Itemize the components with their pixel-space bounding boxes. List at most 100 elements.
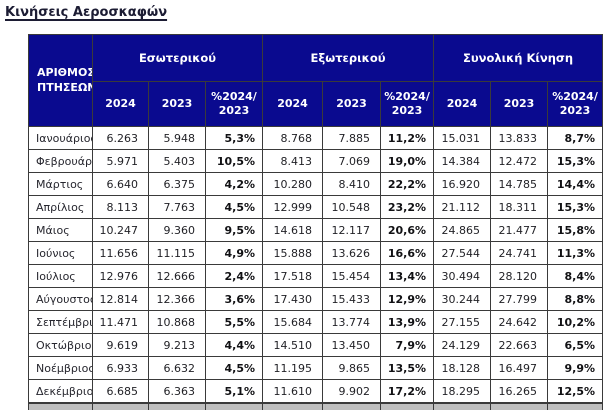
value-cell: 16.920 (433, 172, 492, 196)
value-cell: 7.069 (322, 149, 381, 173)
percent-cell: 15,8% (547, 218, 604, 242)
month-cell: Μάρτιος (28, 172, 93, 196)
percent-cell: 14,4% (547, 172, 604, 196)
value-cell: 30.244 (433, 287, 492, 311)
percent-cell: 10,5% (205, 149, 263, 173)
table-row: Μάρτιος 6.640 6.375 4,2% 10.280 8.410 22,2% 16.… (28, 172, 604, 196)
table-row: Ιούλιος 12.976 12.666 2,4% 17.518 15.454 13,4%… (28, 264, 604, 288)
value-cell: 10.247 (92, 218, 149, 242)
value-cell: 9.213 (148, 333, 206, 357)
value-cell: 27.155 (433, 310, 492, 334)
month-cell: Δεκέμβριος (28, 379, 93, 404)
value-cell: 5.948 (148, 126, 206, 150)
value-cell: 21.112 (433, 195, 492, 219)
value-cell: 5.403 (148, 149, 206, 173)
percent-cell: 5,1% (205, 379, 263, 404)
table-row: Φεβρουάριος5.9715.40310,5%8.4137.06919,0… (28, 149, 604, 173)
percent-cell: 10,2% (547, 310, 604, 334)
value-cell: 12.999 (262, 195, 323, 219)
value-cell: 6.933 (92, 356, 149, 380)
month-cell: Νοέμβριος (28, 356, 93, 380)
percent-cell: 6,5% (547, 333, 604, 357)
table-row: Απρίλιος 8.113 7.763 4,5% 12.999 10.548 23,2% 2… (28, 195, 604, 219)
percent-cell: 7,9% (379, 333, 435, 357)
table-row: Δεκέμβριος6.6856.3635,1%11.6109.90217,2%… (28, 379, 604, 404)
value-cell: 104.072 (148, 402, 206, 410)
month-cell: Απρίλιος (28, 195, 93, 219)
percent-cell: 5,5% (205, 310, 263, 334)
month-cell: Σεπτέμβριος (28, 310, 93, 334)
value-cell: 6.263 (92, 126, 149, 150)
value-cell: 24.642 (490, 310, 549, 334)
sub-header: 2024 (92, 81, 149, 127)
table-row: Μάιος 10.247 9.360 9,5% 14.618 12.117 20,6% 24.… (28, 218, 604, 242)
sub-header: 2024 (433, 81, 492, 127)
month-cell: Ιανουάριος (28, 126, 93, 150)
value-cell: 12.666 (148, 264, 206, 288)
value-cell: 10.868 (148, 310, 206, 334)
sub-header: 2024 (262, 81, 323, 127)
value-cell: 28.120 (490, 264, 549, 288)
percent-cell: 9,5% (205, 218, 263, 242)
value-cell: 9.865 (322, 356, 381, 380)
corner-header: ΑΡΙΘΜΟΣ ΠΤΗΣΕΩΝ (28, 34, 93, 127)
percent-cell: 11,0% (547, 402, 604, 410)
value-cell: 18.128 (433, 356, 492, 380)
value-cell: 13.833 (490, 126, 549, 150)
month-cell: Φεβρουάριος (28, 149, 93, 173)
value-cell: 14.618 (262, 218, 323, 242)
value-cell: 14.785 (490, 172, 549, 196)
percent-cell: 17,2% (379, 379, 435, 404)
percent-cell: 12,9% (379, 287, 435, 311)
value-cell: 6.375 (148, 172, 206, 196)
value-cell: 6.640 (92, 172, 149, 196)
percent-cell: 4,4% (205, 333, 263, 357)
value-cell: 17.430 (262, 287, 323, 311)
value-cell: 11.656 (92, 241, 149, 265)
value-cell: 12.814 (92, 287, 149, 311)
value-cell: 137.533 (322, 402, 381, 410)
percent-cell: 11,2% (379, 126, 435, 150)
percent-cell: 4,5% (205, 356, 263, 380)
percent-cell: 9,9% (547, 356, 604, 380)
sub-header: 2023 (490, 81, 549, 127)
percent-cell: 19,0% (379, 149, 435, 173)
total-label-cell: Σύνολο (28, 402, 93, 410)
value-cell: 9.902 (322, 379, 381, 404)
table-row: Νοέμβριος 6.933 6.632 4,5% 11.195 9.865 13,5% 1… (28, 356, 604, 380)
month-cell: Αύγουστος (28, 287, 93, 311)
value-cell: 7.763 (148, 195, 206, 219)
value-cell: 13.450 (322, 333, 381, 357)
value-cell: 22.663 (490, 333, 549, 357)
percent-cell: 15,5% (379, 402, 435, 410)
percent-cell: 15,3% (547, 195, 604, 219)
value-cell: 16.497 (490, 356, 549, 380)
value-cell: 21.477 (490, 218, 549, 242)
value-cell: 18.311 (490, 195, 549, 219)
sub-header: %2024/ 2023 (379, 81, 435, 127)
percent-cell: 3,6% (205, 287, 263, 311)
value-cell: 13.774 (322, 310, 381, 334)
month-cell: Μάιος (28, 218, 93, 242)
table-row: Αύγουστος 12.814 12.366 3,6% 17.430 15.433 12,… (28, 287, 604, 311)
group-header-total: Συνολική Κίνηση (433, 34, 604, 82)
sub-header: 2023 (322, 81, 381, 127)
value-cell: 6.685 (92, 379, 149, 404)
value-cell: 15.031 (433, 126, 492, 150)
value-cell: 15.888 (262, 241, 323, 265)
value-cell: 8.768 (262, 126, 323, 150)
sub-header-row: 2024 2023 %2024/ 2023 2024 2023 %2024/ 2… (29, 81, 604, 127)
percent-cell: 8,8% (547, 287, 604, 311)
percent-cell: 23,2% (379, 195, 435, 219)
value-cell: 18.295 (433, 379, 492, 404)
table-row: Ιούνιος 11.656 11.115 4,9% 15.888 13.626 16,6%… (28, 241, 604, 265)
percent-cell: 8,4% (547, 264, 604, 288)
value-cell: 268.301 (433, 402, 492, 410)
total-row: Σύνολο109.388104.0725,1%158.913137.53315… (28, 402, 604, 410)
page-title: Κινήσεις Αεροσκαφών (5, 5, 168, 20)
group-header-row: ΑΡΙΘΜΟΣ ΠΤΗΣΕΩΝ Εσωτερικού Εξωτερικού Συ… (28, 34, 604, 127)
value-cell: 6.363 (148, 379, 206, 404)
percent-cell: 4,2% (205, 172, 263, 196)
percent-cell: 4,5% (205, 195, 263, 219)
